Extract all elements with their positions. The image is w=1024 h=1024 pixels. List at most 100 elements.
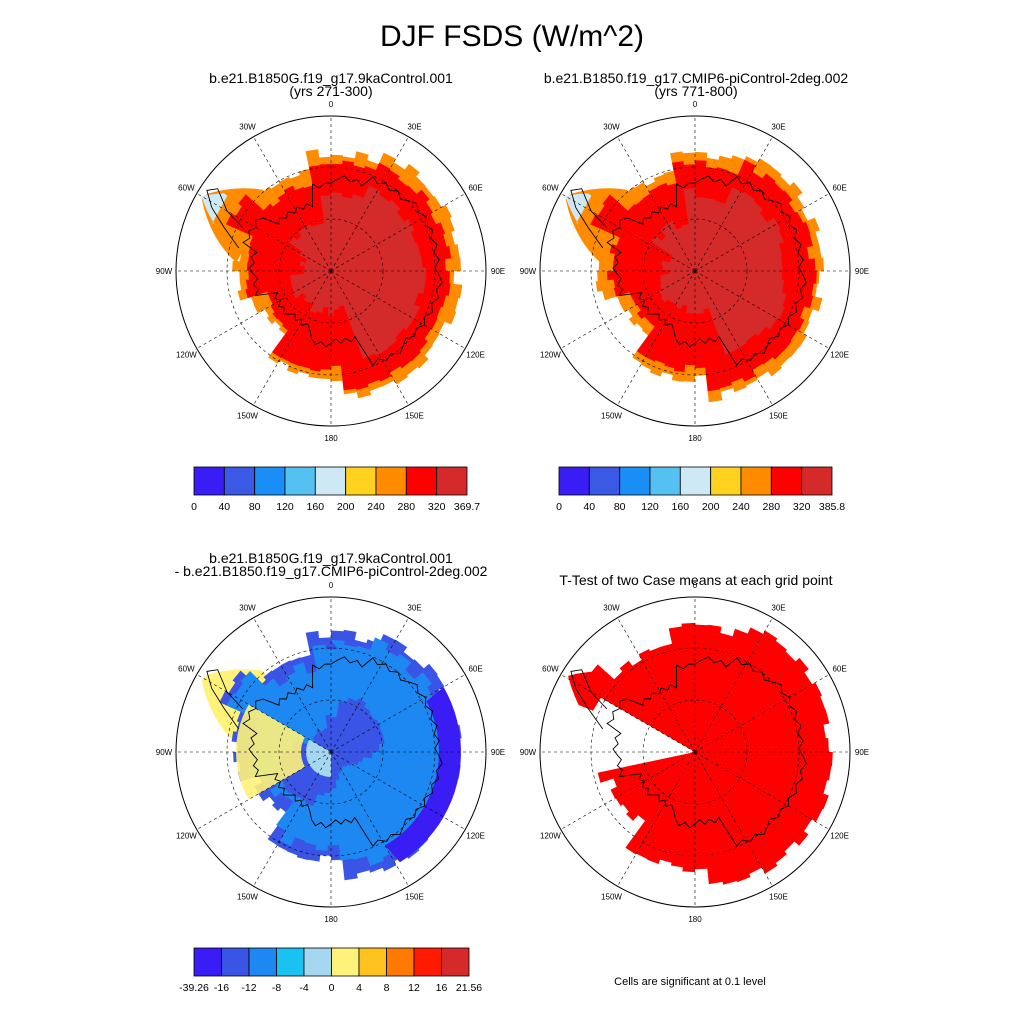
lon-label: 90W xyxy=(156,267,173,276)
meridian-line xyxy=(330,617,409,753)
meridian-line xyxy=(694,617,773,753)
map-boundary xyxy=(175,596,487,908)
meridian-line xyxy=(253,751,332,887)
meridian-line xyxy=(694,751,830,830)
colorbar-label: 280 xyxy=(398,501,416,513)
meridian-line xyxy=(694,674,830,753)
lon-label: 60E xyxy=(468,184,482,193)
colorbar-label: 40 xyxy=(218,501,230,513)
lon-label: 150W xyxy=(601,412,622,421)
meridian-line xyxy=(617,270,696,406)
colorbar-label: 240 xyxy=(732,501,750,513)
colorbar-label: 4 xyxy=(356,982,362,994)
meridian-line xyxy=(196,270,332,349)
lon-label: 150W xyxy=(237,412,258,421)
colorbar-swatch xyxy=(619,466,651,496)
lon-label: 0 xyxy=(693,581,698,590)
peninsula-coastline xyxy=(570,188,608,249)
lon-label: 150E xyxy=(769,412,788,421)
colorbar-swatch xyxy=(801,466,833,496)
meridian-line xyxy=(330,270,466,349)
lon-label: 150E xyxy=(405,893,424,902)
colorbar-label: 160 xyxy=(672,501,690,513)
map-field xyxy=(568,622,833,885)
colorbar-label: 200 xyxy=(337,501,355,513)
lon-label: 30E xyxy=(771,603,785,612)
panel-2-title-line2: (yrs 771-800) xyxy=(654,83,738,99)
lon-label: 0 xyxy=(693,100,698,109)
meridian-line xyxy=(694,270,830,349)
meridian-line xyxy=(617,751,696,887)
colorbar-label: 0 xyxy=(556,501,562,513)
latitude-circle xyxy=(642,699,748,805)
lon-label: 60W xyxy=(178,184,195,193)
lon-label: 30W xyxy=(239,603,256,612)
lon-label: 0 xyxy=(329,100,334,109)
lon-label: 30E xyxy=(407,603,421,612)
panel-2-title-line1: b.e21.B1850.f19_g17.CMIP6-piControl-2deg… xyxy=(543,70,849,86)
panel-4-title-line1: T-Test of two Case means at each grid po… xyxy=(559,572,833,588)
colorbar-label: 385.8 xyxy=(819,501,845,513)
panel-2-title: b.e21.B1850.f19_g17.CMIP6-piControl-2deg… xyxy=(471,70,921,99)
colorbar-swatch xyxy=(405,466,437,496)
significance-note: Cells are significant at 0.1 level xyxy=(614,976,766,988)
meridian-line xyxy=(330,751,466,830)
lon-label: 120W xyxy=(540,832,561,841)
lon-label: 90E xyxy=(855,267,869,276)
colorbar-label: 320 xyxy=(793,501,811,513)
panel-1-title-line2: (yrs 271-300) xyxy=(289,83,373,99)
lon-label: 60E xyxy=(832,665,846,674)
colorbar-swatch xyxy=(221,947,250,977)
lon-label: 120E xyxy=(830,832,849,841)
meridian-line xyxy=(330,193,466,272)
map-boundary xyxy=(539,596,851,908)
lon-label: 150W xyxy=(601,893,622,902)
lon-label: 120W xyxy=(176,832,197,841)
colorbar-label: -12 xyxy=(241,982,256,994)
lon-label: 120E xyxy=(466,832,485,841)
colorbar-3: -39.26 -16 -12 -8 -4 0 4 8 12 16 21.56 xyxy=(179,947,482,994)
latitude-circle xyxy=(278,699,384,805)
colorbar-label: 80 xyxy=(249,501,261,513)
colorbar-swatch xyxy=(248,947,277,977)
panel-3-title: b.e21.B1850G.f19_g17.9kaControl.001 - b.… xyxy=(106,551,556,578)
colorbar-label: 160 xyxy=(307,501,325,513)
colorbar-label: 0 xyxy=(191,501,197,513)
meridian-line xyxy=(330,751,409,887)
colorbar-label: 12 xyxy=(408,982,420,994)
panel-1-title: b.e21.B1850G.f19_g17.9kaControl.001 (yrs… xyxy=(131,71,531,99)
lon-label: 120E xyxy=(466,351,485,360)
lon-label: 180 xyxy=(324,434,338,443)
lon-label: 0 xyxy=(329,581,334,590)
colorbar-label: -39.26 xyxy=(179,982,209,994)
meridian-line xyxy=(560,270,696,349)
latitude-circle xyxy=(642,218,748,324)
map-field xyxy=(201,629,462,881)
lon-label: 180 xyxy=(688,434,702,443)
lon-label: 150W xyxy=(237,893,258,902)
meridian-line xyxy=(617,136,696,272)
lon-label: 60W xyxy=(542,665,559,674)
meridian-line xyxy=(694,136,773,272)
lon-label: 120W xyxy=(176,351,197,360)
map-boundary xyxy=(175,115,487,427)
significance-field xyxy=(586,622,833,885)
colorbar-swatch xyxy=(284,466,316,496)
map-panel-2: 0 30E 60E 90E 120E 150E 180 150W 120W 90W 60W 30W xyxy=(520,100,869,443)
lon-label: 30E xyxy=(771,122,785,131)
colorbar-swatch xyxy=(314,466,346,496)
colorbar-swatch xyxy=(303,947,332,977)
colorbar-label: 120 xyxy=(276,501,294,513)
lon-label: 30E xyxy=(407,122,421,131)
meridian-line xyxy=(560,193,696,272)
map-panel-4: 0 30E 60E 90E 120E 150E 180 150W 120W 90W 60W 30W xyxy=(520,581,869,924)
lon-label: 60E xyxy=(468,665,482,674)
colorbar-label: 0 xyxy=(329,982,335,994)
map-panel-3: 0 30E 60E 90E 120E 150E 180 150W 120W 90W 60W 30W xyxy=(156,581,505,924)
meridian-line xyxy=(694,193,830,272)
diff-pole-field xyxy=(306,739,331,777)
colorbar-label: -4 xyxy=(299,982,308,994)
meridian-line xyxy=(617,617,696,753)
lon-label: 30W xyxy=(603,603,620,612)
lon-label: 90W xyxy=(156,748,173,757)
